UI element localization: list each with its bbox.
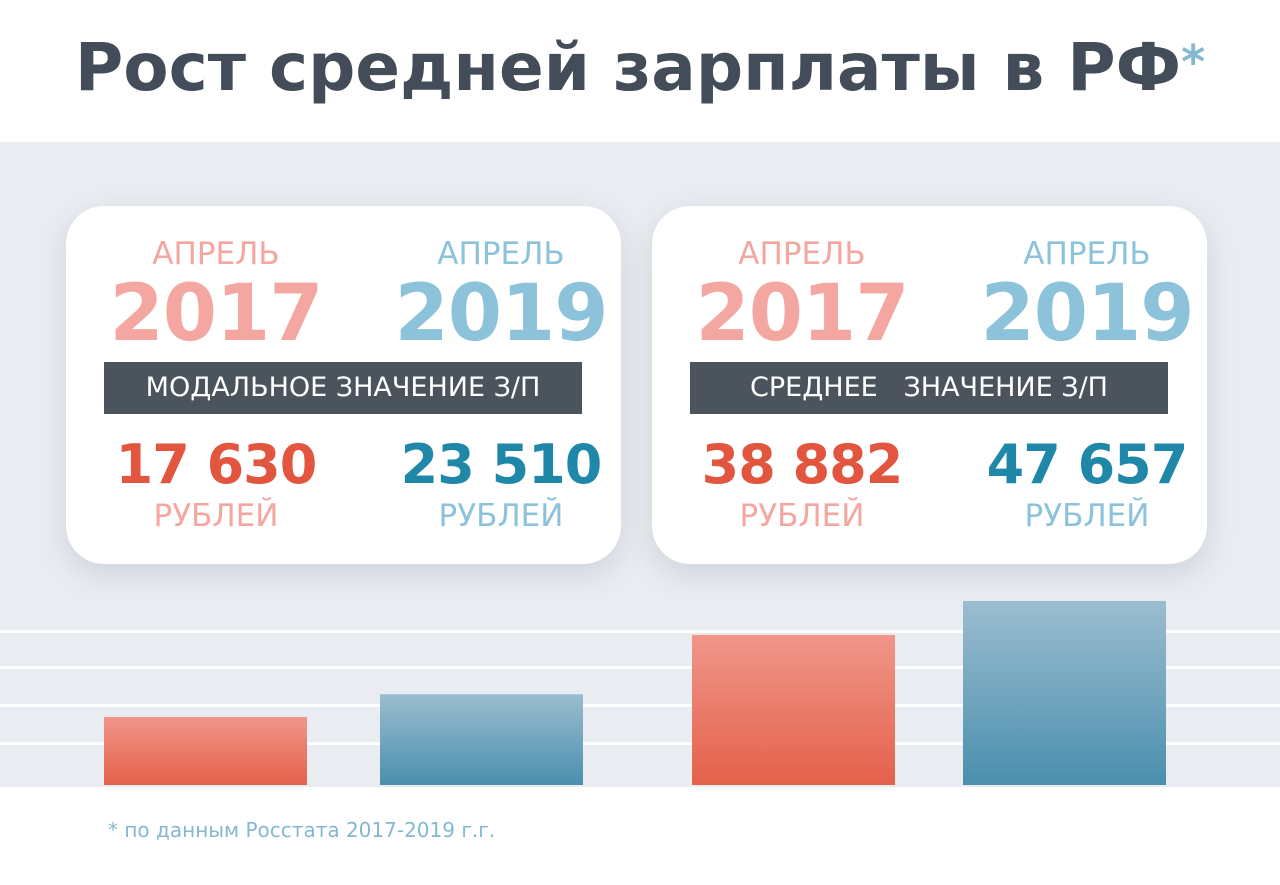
salary-value: 17 630: [115, 433, 318, 496]
month-label: АПРЕЛЬ: [738, 236, 866, 272]
gridline: [0, 666, 1280, 669]
currency-unit: РУБЛЕЙ: [1024, 498, 1150, 534]
bar-2019: [380, 694, 583, 785]
year-label: 2019: [394, 269, 608, 359]
salary-value: 38 882: [701, 433, 904, 496]
bar-2017: [104, 716, 307, 785]
salary-value: 23 510: [400, 433, 603, 496]
bar-2017: [692, 634, 895, 785]
metric-label-bar: СРЕДНЕЕ ЗНАЧЕНИЕ З/П: [690, 362, 1168, 414]
metric-label-bar: МОДАЛЬНОЕ ЗНАЧЕНИЕ З/П: [104, 362, 582, 414]
year-label: 2017: [109, 269, 323, 359]
month-label: АПРЕЛЬ: [437, 236, 565, 272]
average-salary-card: АПРЕЛЬ 2017 АПРЕЛЬ 2019 СРЕДНЕЕ ЗНАЧЕНИЕ…: [652, 206, 1207, 564]
salary-value: 47 657: [986, 433, 1189, 496]
bar-2019: [963, 601, 1166, 785]
bars-group: [104, 601, 1166, 785]
currency-unit: РУБЛЕЙ: [438, 498, 564, 534]
title-asterisk: *: [1181, 35, 1206, 89]
month-label: АПРЕЛЬ: [152, 236, 280, 272]
currency-unit: РУБЛЕЙ: [739, 498, 865, 534]
gridline: [0, 704, 1280, 707]
gridline: [0, 742, 1280, 745]
year-label: 2017: [695, 269, 909, 359]
source-footnote: * по данным Росстата 2017-2019 г.г.: [108, 818, 496, 842]
page-title: Рост средней зарплаты в РФ*: [0, 18, 1280, 118]
currency-unit: РУБЛЕЙ: [153, 498, 279, 534]
modal-salary-card: АПРЕЛЬ 2017 АПРЕЛЬ 2019 МОДАЛЬНОЕ ЗНАЧЕН…: [66, 206, 621, 564]
year-label: 2019: [980, 269, 1194, 359]
title-text: Рост средней зарплаты в РФ: [74, 29, 1182, 106]
month-label: АПРЕЛЬ: [1023, 236, 1151, 272]
gridline: [0, 630, 1280, 633]
